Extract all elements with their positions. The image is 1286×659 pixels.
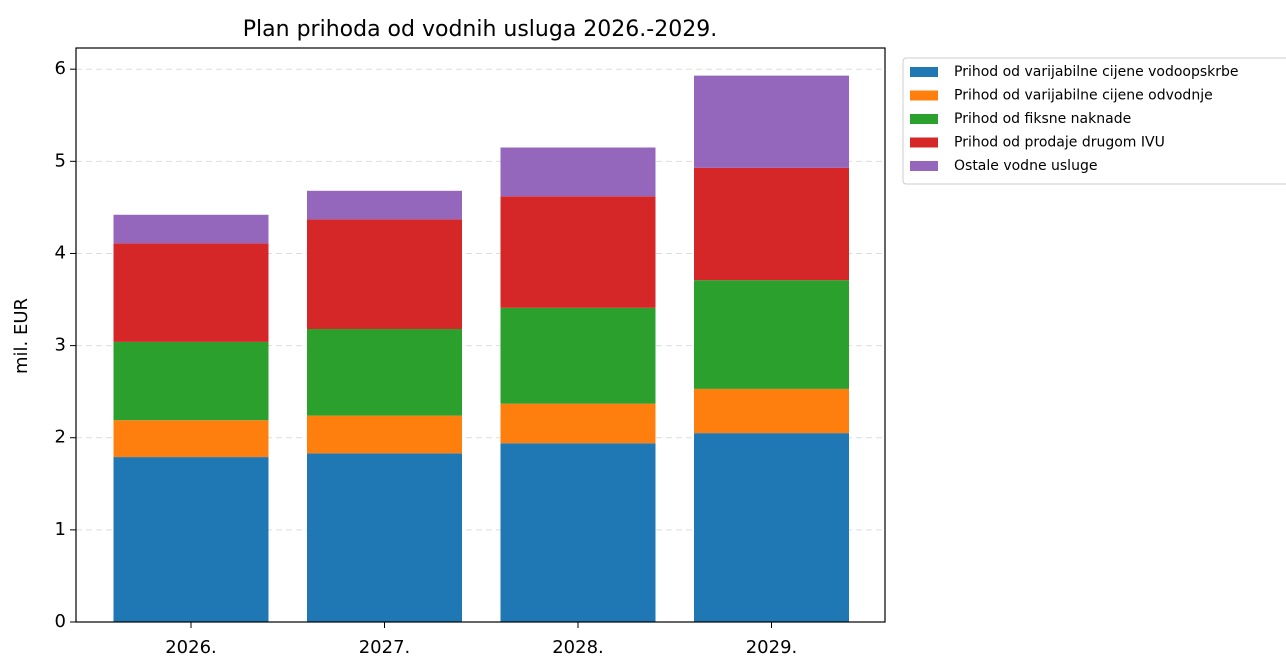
bar-segment	[307, 219, 462, 330]
legend-swatch	[910, 114, 938, 124]
bar-segment	[694, 75, 849, 168]
x-tick-label: 2026.	[165, 637, 217, 658]
bar-segment	[694, 388, 849, 434]
bar-segment	[500, 196, 656, 308]
legend-swatch	[910, 161, 938, 171]
bar-segment	[307, 453, 462, 622]
bar-segment	[694, 280, 849, 389]
bar-segment	[113, 457, 269, 622]
legend-swatch	[910, 137, 938, 148]
x-tick-label: 2029.	[746, 637, 798, 658]
legend-swatch	[910, 67, 938, 77]
axes-frame	[75, 47, 886, 623]
legend: Prihod od varijabilne cijene vodoopskrbe…	[902, 57, 1286, 185]
bar-segment	[694, 433, 849, 622]
bar-segment	[113, 214, 269, 244]
bar-segment	[113, 341, 269, 421]
legend-swatch	[910, 90, 938, 101]
y-tick-label: 1	[55, 519, 66, 540]
x-tick-label: 2027.	[359, 637, 411, 658]
bar-segment	[307, 415, 462, 454]
y-tick-label: 2	[55, 427, 66, 448]
bar-segment	[694, 167, 849, 281]
legend-label: Prihod od fiksne naknade	[954, 111, 1131, 127]
chart-title: Plan prihoda od vodnih usluga 2026.-2029…	[243, 17, 717, 42]
bar-segment	[113, 243, 269, 342]
legend-label: Prihod od varijabilne cijene odvodnje	[954, 88, 1213, 104]
bar-segment	[500, 307, 656, 404]
y-tick-label: 3	[55, 335, 66, 356]
y-tick-label: 4	[55, 242, 66, 263]
y-tick-label: 5	[55, 150, 66, 171]
legend-frame	[902, 57, 1286, 185]
bar-segment	[500, 147, 656, 197]
bar-segment	[500, 403, 656, 444]
bar-segment	[307, 329, 462, 416]
legend-label: Prihod od prodaje drugom IVU	[954, 135, 1165, 151]
legend-label: Prihod od varijabilne cijene vodoopskrbe	[954, 64, 1239, 80]
y-tick-label: 6	[55, 58, 66, 79]
y-tick-label: 0	[55, 611, 66, 632]
bar-segment	[113, 420, 269, 458]
x-tick-label: 2028.	[552, 637, 604, 658]
y-axis-label: mil. EUR	[11, 298, 32, 374]
bar-segment	[500, 443, 656, 622]
legend-label: Ostale vodne usluge	[954, 158, 1097, 174]
bar-segment	[307, 190, 462, 220]
